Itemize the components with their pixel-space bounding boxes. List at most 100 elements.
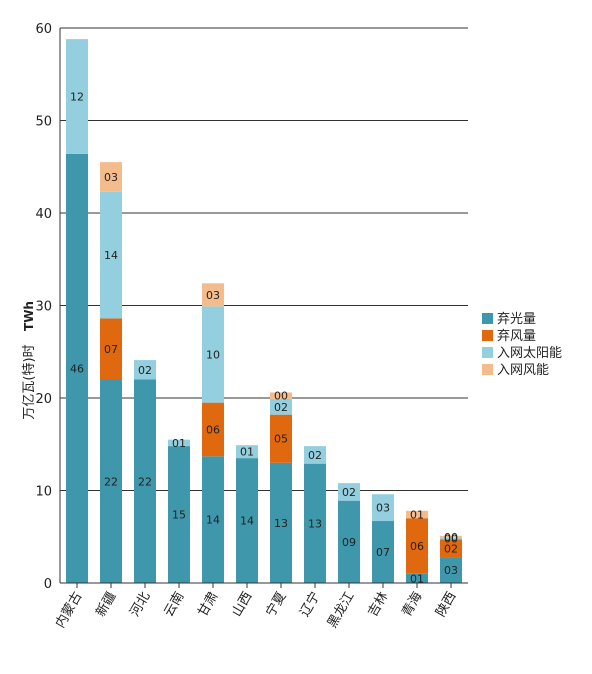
y-tick-10: 10: [35, 485, 52, 500]
legend-swatch-3: [482, 347, 493, 358]
data-label-1-4: 15: [172, 509, 186, 522]
bar-4-2: [100, 162, 122, 192]
data-label-4-12: 00: [444, 531, 458, 544]
x-tick-label-5: 甘肃: [195, 590, 221, 620]
data-label-1-5: 14: [206, 514, 220, 527]
y-tick-60: 60: [35, 22, 52, 37]
bar-3-9: [338, 483, 360, 501]
data-label-2-2: 07: [104, 343, 118, 356]
data-label-2-7: 05: [274, 433, 288, 446]
data-label-3-12: 00: [444, 533, 458, 546]
data-label-2-5: 06: [206, 423, 220, 436]
data-label-4-5: 03: [206, 289, 220, 302]
y-tick-40: 40: [35, 207, 52, 222]
bar-3-12: [440, 537, 462, 540]
x-tick-label-10: 吉林: [365, 590, 391, 620]
bar-1-6: [236, 458, 258, 583]
x-tick-label-3: 河北: [127, 590, 153, 620]
data-labels: 4612220714032202150114061003140113050200…: [70, 90, 458, 585]
data-label-3-10: 03: [376, 502, 390, 515]
legend-swatch-2: [482, 330, 493, 341]
bar-4-11: [406, 510, 428, 519]
bar-1-1: [66, 153, 88, 584]
y-tick-50: 50: [35, 115, 52, 130]
data-label-1-10: 07: [376, 546, 390, 559]
data-label-1-1: 46: [70, 362, 84, 375]
bar-3-4: [168, 439, 190, 447]
data-label-1-3: 22: [138, 475, 152, 488]
bar-4-12: [440, 535, 462, 538]
bar-1-12: [440, 557, 462, 583]
data-label-2-11: 06: [410, 540, 424, 553]
data-label-3-9: 02: [342, 486, 356, 499]
legend-label-3: 入网太阳能: [497, 346, 562, 361]
bar-2-7: [270, 414, 292, 463]
data-label-3-5: 10: [206, 349, 220, 362]
bars: [66, 39, 462, 584]
axes: [59, 28, 468, 588]
x-tick-label-7: 宁夏: [263, 589, 290, 620]
bar-1-10: [372, 521, 394, 583]
y-tick-20: 20: [35, 392, 52, 407]
bar-4-5: [202, 283, 224, 307]
bar-1-8: [304, 463, 326, 583]
y-axis-label: 万亿瓦(特)时: [22, 344, 37, 419]
y-tick-30: 30: [35, 300, 52, 315]
data-label-3-7: 02: [274, 401, 288, 414]
bar-2-2: [100, 318, 122, 380]
data-label-3-1: 12: [70, 90, 84, 103]
bar-2-11: [406, 518, 428, 574]
data-label-1-2: 22: [104, 475, 118, 488]
x-tick-labels: 内蒙古 新疆 河北 云南 甘肃 山西 宁夏 辽宁 黑龙江 吉林 青海 陕西: [52, 589, 459, 631]
x-tick-label-9: 黑龙江: [325, 590, 357, 631]
bar-1-11: [406, 573, 428, 583]
x-tick-label-12: 陕西: [433, 590, 459, 620]
data-label-2-12: 02: [444, 542, 458, 555]
bar-4-7: [270, 392, 292, 399]
legend-label-4: 入网风能: [497, 363, 549, 378]
legend-label-2: 弃风量: [497, 329, 536, 344]
data-label-4-11: 01: [410, 509, 424, 522]
bar-3-5: [202, 306, 224, 403]
bar-1-4: [168, 446, 190, 583]
bar-3-7: [270, 398, 292, 415]
y-axis-title: 万亿瓦(特)时 TWh: [22, 301, 37, 420]
bar-3-1: [66, 39, 88, 154]
x-tick-label-4: 云南: [161, 589, 188, 620]
legend-swatch-4: [482, 364, 493, 375]
y-tick-labels: 0 10 20 30 40 50 60: [35, 22, 52, 592]
data-label-1-6: 14: [240, 515, 254, 528]
data-label-1-12: 03: [444, 564, 458, 577]
legend-swatch-1: [482, 313, 493, 324]
bar-1-9: [338, 500, 360, 583]
data-label-3-4: 01: [172, 437, 186, 450]
bar-1-3: [134, 379, 156, 583]
bar-3-6: [236, 445, 258, 459]
bar-3-3: [134, 360, 156, 380]
bar-1-7: [270, 462, 292, 583]
data-label-1-11: 01: [410, 572, 424, 585]
gridlines: [60, 27, 468, 491]
data-label-3-8: 02: [308, 449, 322, 462]
bar-1-5: [202, 456, 224, 583]
y-axis-unit: TWh: [22, 301, 36, 331]
y-tick-0: 0: [44, 577, 52, 592]
bar-3-10: [372, 494, 394, 522]
bar-1-2: [100, 379, 122, 583]
data-label-3-6: 01: [240, 446, 254, 459]
bar-2-5: [202, 402, 224, 457]
data-label-4-2: 03: [104, 171, 118, 184]
x-tick-label-8: 辽宁: [297, 589, 324, 620]
data-label-1-7: 13: [274, 517, 288, 530]
data-label-4-7: 00: [274, 390, 288, 403]
x-tick-label-11: 青海: [399, 590, 425, 620]
data-label-1-8: 13: [308, 517, 322, 530]
data-label-1-9: 09: [342, 536, 356, 549]
x-tick-label-1: 内蒙古: [52, 589, 85, 631]
bar-2-12: [440, 539, 462, 558]
data-label-3-3: 02: [138, 364, 152, 377]
x-tick-label-6: 山西: [229, 590, 255, 620]
x-tick-label-2: 新疆: [93, 589, 120, 620]
bar-3-2: [100, 191, 122, 319]
